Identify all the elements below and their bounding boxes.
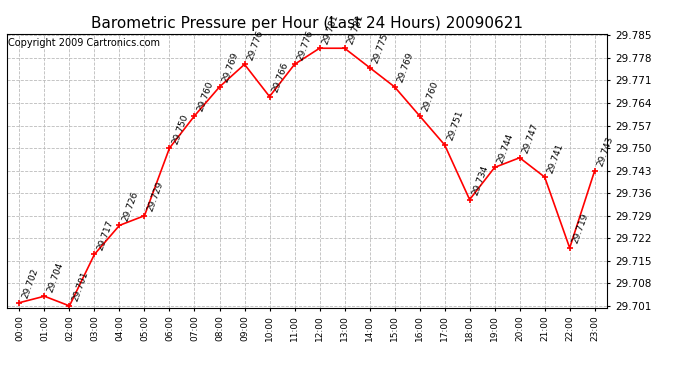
Text: 29.743: 29.743: [596, 135, 615, 168]
Title: Barometric Pressure per Hour (Last 24 Hours) 20090621: Barometric Pressure per Hour (Last 24 Ho…: [91, 16, 523, 31]
Text: 29.719: 29.719: [571, 213, 591, 245]
Text: 29.747: 29.747: [521, 122, 540, 155]
Text: 29.726: 29.726: [121, 190, 140, 223]
Text: 29.760: 29.760: [196, 80, 215, 113]
Text: 29.769: 29.769: [221, 51, 240, 84]
Text: 29.702: 29.702: [21, 267, 40, 300]
Text: 29.769: 29.769: [396, 51, 415, 84]
Text: 29.701: 29.701: [71, 270, 90, 303]
Text: 29.776: 29.776: [296, 29, 315, 62]
Text: 29.744: 29.744: [496, 132, 515, 165]
Text: 29.781: 29.781: [321, 13, 340, 45]
Text: 29.734: 29.734: [471, 164, 490, 197]
Text: 29.704: 29.704: [46, 261, 65, 294]
Text: 29.776: 29.776: [246, 29, 265, 62]
Text: Copyright 2009 Cartronics.com: Copyright 2009 Cartronics.com: [8, 38, 160, 48]
Text: 29.717: 29.717: [96, 219, 115, 252]
Text: 29.750: 29.750: [171, 112, 190, 145]
Text: 29.781: 29.781: [346, 13, 365, 45]
Text: 29.760: 29.760: [421, 80, 440, 113]
Text: 29.766: 29.766: [271, 61, 290, 94]
Text: 29.741: 29.741: [546, 142, 565, 174]
Text: 29.751: 29.751: [446, 110, 465, 142]
Text: 29.729: 29.729: [146, 180, 165, 213]
Text: 29.775: 29.775: [371, 32, 391, 65]
